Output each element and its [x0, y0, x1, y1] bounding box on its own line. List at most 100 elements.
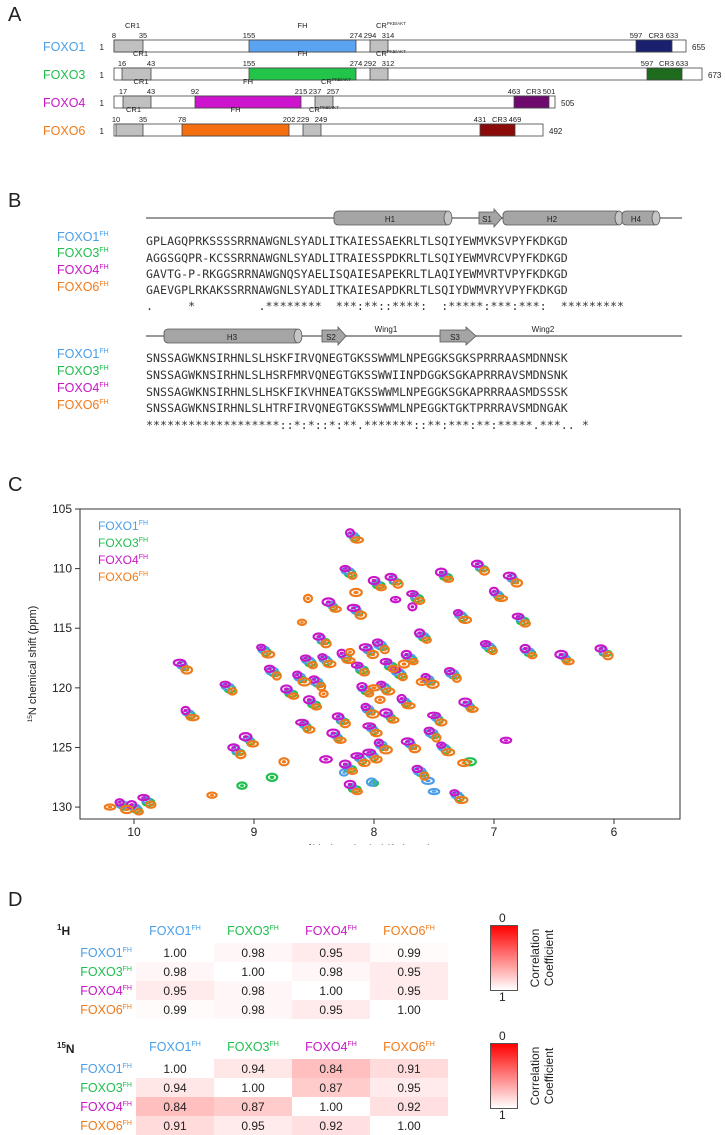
peak-foxo6fh — [494, 594, 509, 603]
y-axis-label: 15N chemical shift (ppm) — [27, 606, 39, 723]
peak-core — [452, 791, 457, 794]
peak-core — [362, 645, 369, 649]
colorbar-title-15n: Correlation Coefficient — [528, 1046, 556, 1106]
peak-core — [523, 646, 528, 651]
seq-name-foxo3: FOXO3FH — [57, 246, 109, 260]
peak-core — [347, 782, 353, 787]
peak-core — [124, 807, 130, 812]
peak-foxo4fh — [379, 708, 393, 718]
cr3-domain — [479, 123, 516, 137]
s2-label: S2 — [326, 333, 336, 342]
peak-core — [427, 729, 432, 733]
peak-foxo6fh — [421, 636, 432, 644]
peak-core — [377, 698, 383, 702]
peak-core — [395, 582, 401, 586]
peak-foxo4fh — [452, 609, 464, 617]
colorbar-bottom-label: 1 — [499, 1108, 506, 1122]
peak-core — [238, 752, 243, 757]
peak-foxo4fh — [479, 640, 492, 648]
row-header: FOXO3FH — [80, 1080, 132, 1095]
peak-foxo6fh — [386, 716, 400, 724]
peak-foxo6fh — [431, 733, 442, 743]
peak-core — [259, 646, 264, 649]
peak-core — [423, 675, 428, 679]
end-residue: 505 — [561, 99, 575, 108]
cr3-domain-end: 501 — [543, 87, 556, 96]
hsqc-spectrum-chart: 10 9 8 7 6 105 110 115 120 125 130 1H chemical shif… — [27, 502, 681, 845]
helix-h4: H4 — [621, 210, 661, 226]
cr3-domain-start: 597 — [630, 31, 643, 40]
correlation-cell: 0.95 — [370, 1078, 448, 1097]
cr-label: CRPKB/AKT — [376, 49, 406, 58]
peak-foxo6fh — [458, 615, 473, 625]
cr1-domain-end: 35 — [139, 115, 147, 124]
peak-foxo6fh — [145, 800, 157, 809]
peak-foxo4fh — [362, 722, 377, 730]
peak-foxo4fh — [389, 595, 402, 604]
correlation-cell: 0.98 — [214, 1000, 292, 1019]
start-residue: 1 — [100, 71, 105, 80]
correlation-cell: 0.94 — [136, 1078, 214, 1097]
peak-foxo6fh — [397, 659, 411, 669]
peak-foxo4fh — [295, 718, 309, 727]
peak-foxo4fh — [344, 528, 356, 538]
peak-foxo6fh — [381, 687, 396, 696]
peak-foxo6fh — [302, 593, 314, 604]
peak-foxo6fh — [278, 757, 290, 767]
peak-core — [299, 721, 305, 724]
sequence-row: SNSSAGWKNSIRHNLSLHSRFMRVQNEGTGKSSWWIINPD… — [146, 368, 568, 382]
fh-label: FH — [243, 77, 253, 86]
peak-core — [514, 581, 520, 585]
correlation-cell: 1.00 — [292, 1097, 370, 1116]
cr-pkb-domain-start: 292 — [364, 59, 377, 68]
peak-core — [399, 696, 404, 701]
peak-foxo6fh — [478, 566, 491, 576]
peak-foxo6fh — [441, 748, 456, 757]
peak-foxo6fh — [206, 791, 218, 799]
peak-foxo6fh — [310, 703, 323, 711]
peak-foxo6fh — [434, 718, 448, 727]
peak-foxo6fh — [379, 745, 393, 755]
peak-core — [417, 631, 422, 635]
peak-core — [303, 656, 308, 660]
peak-core — [342, 771, 346, 774]
correlation-cell: 0.95 — [292, 943, 370, 962]
peak-foxo6fh — [227, 687, 238, 696]
peak-core — [362, 670, 367, 674]
peak-core — [354, 538, 360, 542]
cr3-domain — [513, 95, 550, 109]
sequence-row: GPLAGQPRKSSSSRRNAWGNLSYADLITKAIESSAEKRLT… — [146, 234, 568, 248]
peak-foxo6fh — [442, 575, 455, 584]
peak-core — [316, 635, 322, 638]
cr1-domain-start: 8 — [112, 31, 116, 40]
cr1-domain-end: 35 — [139, 31, 147, 40]
peak-core — [343, 567, 348, 570]
peak-foxo4fh — [256, 643, 267, 652]
sequence-row: GAEVGPLRKAKSSRRNAWGNLSYADLITKAIESAPDKRLT… — [146, 283, 568, 297]
legend-entry: FOXO3FH — [98, 536, 148, 550]
cr1-domain — [122, 95, 152, 109]
peak-foxo6fh — [350, 536, 365, 544]
h4-label: H4 — [631, 215, 642, 224]
peak-core — [223, 683, 228, 686]
start-residue: 1 — [100, 43, 105, 52]
end-residue: 492 — [549, 127, 563, 136]
seq-name-foxo4: FOXO4FH — [57, 381, 109, 395]
peak-core — [230, 690, 235, 693]
peak-core — [267, 667, 272, 671]
row-header: FOXO6FH — [80, 1002, 132, 1017]
panel-label-d: D — [8, 889, 23, 911]
table-row: FOXO3FH 0.94 1.00 0.87 0.95 — [62, 1078, 448, 1097]
peak-foxo4fh — [302, 695, 316, 705]
peak-core — [363, 705, 368, 709]
colorbar-top-label: 0 — [499, 1029, 506, 1043]
legend-entry: FOXO4FH — [98, 553, 148, 567]
peak-foxo6fh — [296, 618, 308, 626]
peak-core — [370, 652, 376, 657]
fh-domain — [248, 39, 357, 53]
peak-foxo6fh — [387, 664, 399, 673]
protein-foxo1: FOXO1 1 655 8 35 155 274 294 314 597 633 CR1 FH CRPKB… — [43, 21, 706, 54]
h2-label: H2 — [547, 215, 558, 224]
peak-foxo6fh — [307, 660, 318, 670]
cr1-domain-start: 17 — [119, 87, 127, 96]
